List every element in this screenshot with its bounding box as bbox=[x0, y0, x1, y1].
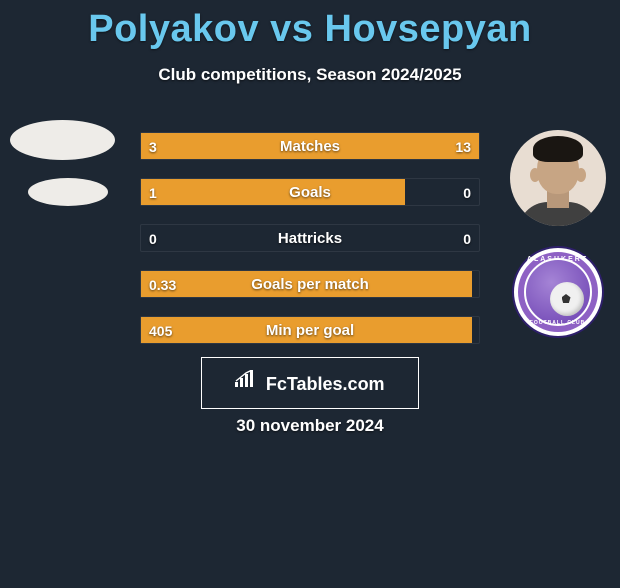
bar-label: Goals per match bbox=[141, 271, 479, 297]
comparison-bars: 3Matches131Goals00Hattricks00.33Goals pe… bbox=[140, 132, 480, 362]
chart-icon bbox=[235, 358, 257, 410]
soccer-ball-icon bbox=[550, 282, 584, 316]
left-player-photo-placeholder bbox=[10, 120, 115, 160]
club-name-bottom: FOOTBALL CLUB bbox=[518, 320, 598, 326]
watermark-text: FcTables.com bbox=[266, 374, 385, 394]
right-club-logo: ALASHKERT FOOTBALL CLUB bbox=[514, 248, 602, 336]
watermark-box: FcTables.com bbox=[201, 357, 419, 409]
bar-row: 405Min per goal bbox=[140, 316, 480, 344]
bar-row: 1Goals0 bbox=[140, 178, 480, 206]
left-club-logo-placeholder bbox=[28, 178, 108, 206]
date-line: 30 november 2024 bbox=[0, 416, 620, 436]
bar-value-right: 0 bbox=[463, 225, 471, 251]
right-player-column: ALASHKERT FOOTBALL CLUB bbox=[505, 130, 610, 336]
bar-row: 3Matches13 bbox=[140, 132, 480, 160]
bar-value-right: 13 bbox=[455, 133, 471, 159]
left-player-column bbox=[10, 120, 115, 224]
bar-value-right: 0 bbox=[463, 179, 471, 205]
subtitle: Club competitions, Season 2024/2025 bbox=[0, 65, 620, 85]
right-player-photo bbox=[510, 130, 606, 226]
page-title: Polyakov vs Hovsepyan bbox=[0, 8, 620, 51]
bar-label: Min per goal bbox=[141, 317, 479, 343]
bar-label: Goals bbox=[141, 179, 479, 205]
bar-row: 0Hattricks0 bbox=[140, 224, 480, 252]
bar-row: 0.33Goals per match bbox=[140, 270, 480, 298]
bar-label: Matches bbox=[141, 133, 479, 159]
bar-label: Hattricks bbox=[141, 225, 479, 251]
